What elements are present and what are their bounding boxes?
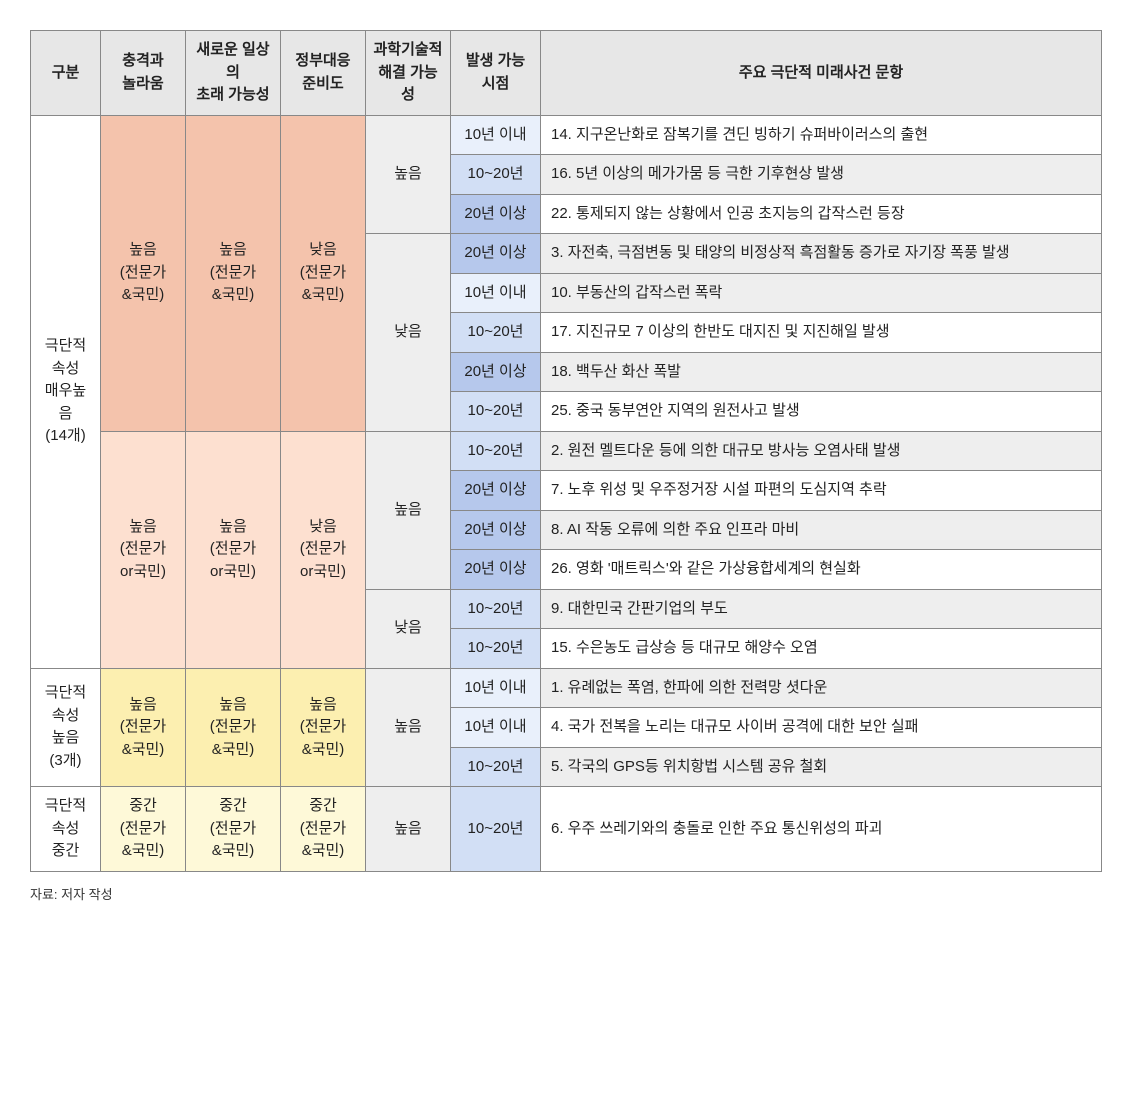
timing-cell: 10~20년 <box>451 747 541 787</box>
header-new-normal: 새로운 일상의초래 가능성 <box>186 31 281 116</box>
category-cell: 극단적속성중간 <box>31 787 101 872</box>
future-events-table: 구분 충격과놀라움 새로운 일상의초래 가능성 정부대응준비도 과학기술적해결 … <box>30 30 1102 872</box>
timing-cell: 20년 이상 <box>451 550 541 590</box>
timing-cell: 10~20년 <box>451 431 541 471</box>
header-shock: 충격과놀라움 <box>101 31 186 116</box>
timing-cell: 10~20년 <box>451 392 541 432</box>
timing-cell: 10~20년 <box>451 313 541 353</box>
solvability-cell: 높음 <box>366 115 451 234</box>
header-gov-readiness: 정부대응준비도 <box>281 31 366 116</box>
timing-cell: 10~20년 <box>451 589 541 629</box>
event-item-cell: 25. 중국 동부연안 지역의 원전사고 발생 <box>541 392 1102 432</box>
timing-cell: 20년 이상 <box>451 194 541 234</box>
event-item-cell: 15. 수은농도 급상승 등 대규모 해양수 오염 <box>541 629 1102 669</box>
header-gubun: 구분 <box>31 31 101 116</box>
attribute-cell: 낮음(전문가&국민) <box>281 115 366 431</box>
timing-cell: 20년 이상 <box>451 471 541 511</box>
timing-cell: 10년 이내 <box>451 708 541 748</box>
attribute-cell: 낮음(전문가or국민) <box>281 431 366 668</box>
event-item-cell: 10. 부동산의 갑작스런 폭락 <box>541 273 1102 313</box>
event-item-cell: 8. AI 작동 오류에 의한 주요 인프라 마비 <box>541 510 1102 550</box>
event-item-cell: 14. 지구온난화로 잠복기를 견딘 빙하기 슈퍼바이러스의 출현 <box>541 115 1102 155</box>
attribute-cell: 높음(전문가&국민) <box>281 668 366 787</box>
event-item-cell: 7. 노후 위성 및 우주정거장 시설 파편의 도심지역 추락 <box>541 471 1102 511</box>
event-item-cell: 5. 각국의 GPS등 위치항법 시스템 공유 철회 <box>541 747 1102 787</box>
header-timing: 발생 가능시점 <box>451 31 541 116</box>
table-header-row: 구분 충격과놀라움 새로운 일상의초래 가능성 정부대응준비도 과학기술적해결 … <box>31 31 1102 116</box>
attribute-cell: 높음(전문가&국민) <box>186 668 281 787</box>
event-item-cell: 18. 백두산 화산 폭발 <box>541 352 1102 392</box>
timing-cell: 10~20년 <box>451 787 541 872</box>
header-item: 주요 극단적 미래사건 문항 <box>541 31 1102 116</box>
timing-cell: 10년 이내 <box>451 668 541 708</box>
event-item-cell: 22. 통제되지 않는 상황에서 인공 초지능의 갑작스런 등장 <box>541 194 1102 234</box>
event-item-cell: 3. 자전축, 극점변동 및 태양의 비정상적 흑점활동 증가로 자기장 폭풍 … <box>541 234 1102 274</box>
event-item-cell: 6. 우주 쓰레기와의 충돌로 인한 주요 통신위성의 파괴 <box>541 787 1102 872</box>
table-row: 극단적속성높음(3개)높음(전문가&국민)높음(전문가&국민)높음(전문가&국민… <box>31 668 1102 708</box>
category-cell: 극단적속성높음(3개) <box>31 668 101 787</box>
category-cell: 극단적속성매우높음(14개) <box>31 115 101 668</box>
attribute-cell: 중간(전문가&국민) <box>281 787 366 872</box>
timing-cell: 20년 이상 <box>451 234 541 274</box>
timing-cell: 20년 이상 <box>451 352 541 392</box>
attribute-cell: 높음(전문가&국민) <box>101 115 186 431</box>
event-item-cell: 17. 지진규모 7 이상의 한반도 대지진 및 지진해일 발생 <box>541 313 1102 353</box>
solvability-cell: 높음 <box>366 431 451 589</box>
timing-cell: 10년 이내 <box>451 115 541 155</box>
attribute-cell: 높음(전문가&국민) <box>186 115 281 431</box>
table-row: 높음(전문가or국민)높음(전문가or국민)낮음(전문가or국민)높음10~20… <box>31 431 1102 471</box>
table-row: 극단적속성중간중간(전문가&국민)중간(전문가&국민)중간(전문가&국민)높음1… <box>31 787 1102 872</box>
event-item-cell: 26. 영화 '매트릭스'와 같은 가상융합세계의 현실화 <box>541 550 1102 590</box>
source-note: 자료: 저자 작성 <box>30 884 1102 903</box>
timing-cell: 10~20년 <box>451 629 541 669</box>
event-item-cell: 16. 5년 이상의 메가가뭄 등 극한 기후현상 발생 <box>541 155 1102 195</box>
event-item-cell: 1. 유례없는 폭염, 한파에 의한 전력망 셧다운 <box>541 668 1102 708</box>
solvability-cell: 낮음 <box>366 234 451 432</box>
attribute-cell: 높음(전문가or국민) <box>186 431 281 668</box>
timing-cell: 20년 이상 <box>451 510 541 550</box>
event-item-cell: 9. 대한민국 간판기업의 부도 <box>541 589 1102 629</box>
solvability-cell: 높음 <box>366 787 451 872</box>
attribute-cell: 중간(전문가&국민) <box>186 787 281 872</box>
timing-cell: 10년 이내 <box>451 273 541 313</box>
header-tech-solve: 과학기술적해결 가능성 <box>366 31 451 116</box>
event-item-cell: 2. 원전 멜트다운 등에 의한 대규모 방사능 오염사태 발생 <box>541 431 1102 471</box>
attribute-cell: 높음(전문가or국민) <box>101 431 186 668</box>
timing-cell: 10~20년 <box>451 155 541 195</box>
event-item-cell: 4. 국가 전복을 노리는 대규모 사이버 공격에 대한 보안 실패 <box>541 708 1102 748</box>
attribute-cell: 높음(전문가&국민) <box>101 668 186 787</box>
table-row: 극단적속성매우높음(14개)높음(전문가&국민)높음(전문가&국민)낮음(전문가… <box>31 115 1102 155</box>
attribute-cell: 중간(전문가&국민) <box>101 787 186 872</box>
solvability-cell: 낮음 <box>366 589 451 668</box>
solvability-cell: 높음 <box>366 668 451 787</box>
